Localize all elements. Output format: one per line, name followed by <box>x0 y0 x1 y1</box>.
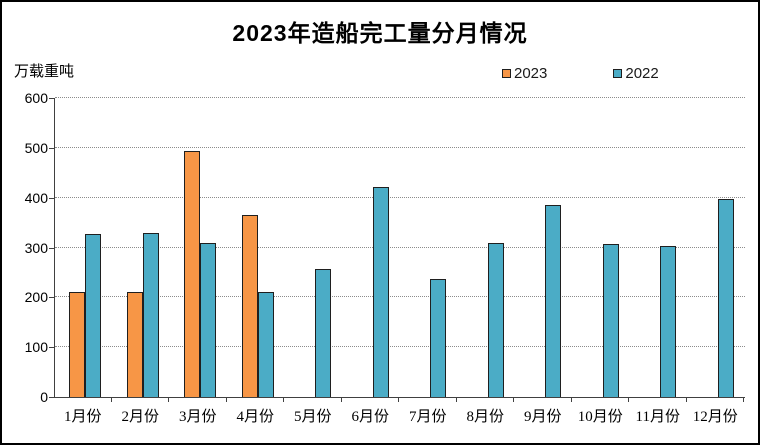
y-tick-mark-300 <box>49 247 54 249</box>
x-tick-label-5: 5月份 <box>293 409 332 425</box>
x-tick-label-10: 10月份 <box>577 409 623 425</box>
bar-2022-month-2 <box>142 233 159 397</box>
x-tick-mark-6 <box>398 398 399 402</box>
gridline-600 <box>55 97 745 98</box>
x-tick-mark-4 <box>283 398 284 402</box>
bar-2023-month-4 <box>241 215 258 397</box>
legend-item-2023: 2023 <box>502 65 547 82</box>
legend-swatch-icon-2023 <box>502 69 511 78</box>
y-tick-label-600: 600 <box>24 90 48 106</box>
y-tick-mark-500 <box>49 147 54 149</box>
plot-area <box>54 97 745 398</box>
bar-2022-month-3 <box>200 243 217 397</box>
x-tick-mark-11 <box>685 398 687 402</box>
bar-2022-month-9 <box>545 204 562 397</box>
legend-label-2023: 2023 <box>514 65 548 82</box>
gridline-100 <box>55 346 745 348</box>
legend-swatch-icon-2022 <box>613 69 623 78</box>
bar-2022-month-10 <box>602 243 619 397</box>
y-tick-mark-400 <box>49 197 54 199</box>
bar-2022-month-5 <box>315 268 332 397</box>
x-tick-label-9: 9月份 <box>523 409 562 425</box>
x-tick-label-4: 4月份 <box>236 409 274 425</box>
x-tick-mark-1 <box>110 398 112 402</box>
x-tick-label-6: 6月份 <box>351 409 389 425</box>
y-tick-mark-100 <box>49 347 54 349</box>
y-tick-label-0: 0 <box>40 389 48 405</box>
x-tick-mark-9 <box>570 398 572 402</box>
y-tick-label-100: 100 <box>24 339 48 356</box>
y-tick-label-400: 400 <box>24 189 48 206</box>
x-tick-mark-8 <box>513 398 514 402</box>
y-tick-mark-600 <box>49 98 54 99</box>
bar-2022-month-8 <box>487 242 504 397</box>
x-tick-label-8: 8月份 <box>466 409 504 425</box>
y-tick-label-200: 200 <box>24 289 48 306</box>
x-tick-label-2: 2月份 <box>121 409 159 425</box>
x-tick-mark-12 <box>743 398 744 402</box>
bar-2022-month-1 <box>85 234 102 397</box>
y-axis-unit-label: 万载重吨 <box>14 63 75 80</box>
bar-2023-month-3 <box>184 150 201 397</box>
y-tick-mark-200 <box>49 297 54 299</box>
x-tick-mark-7 <box>455 398 457 402</box>
x-tick-mark-2 <box>168 398 169 402</box>
chart-title: 2023年造船完工量分月情况 <box>232 20 528 46</box>
bar-2022-month-7 <box>430 279 447 397</box>
gridline-500 <box>55 146 745 148</box>
x-tick-label-1: 1月份 <box>63 409 102 425</box>
bar-2022-month-6 <box>372 187 389 397</box>
y-tick-mark-0 <box>49 397 54 398</box>
legend-item-2022: 2022 <box>613 65 659 82</box>
y-tick-label-300: 300 <box>24 239 48 256</box>
gridline-400 <box>55 196 745 198</box>
x-tick-label-3: 3月份 <box>178 409 217 425</box>
y-tick-label-500: 500 <box>24 139 48 156</box>
bar-2022-month-11 <box>660 246 677 397</box>
bar-2023-month-2 <box>126 292 143 397</box>
x-tick-mark-5 <box>340 398 342 402</box>
x-tick-mark-10 <box>628 398 629 402</box>
bar-2023-month-1 <box>69 291 86 397</box>
bar-2022-month-12 <box>717 199 734 397</box>
x-tick-label-7: 7月份 <box>408 409 447 425</box>
legend-label-2022: 2022 <box>625 65 659 82</box>
x-tick-label-12: 12月份 <box>692 409 738 425</box>
legend: 2023 2022 <box>502 65 659 82</box>
gridline-200 <box>55 296 745 298</box>
x-tick-label-11: 11月份 <box>635 409 680 425</box>
bar-2022-month-4 <box>257 292 274 397</box>
gridline-300 <box>55 246 745 248</box>
x-tick-mark-3 <box>225 398 227 402</box>
